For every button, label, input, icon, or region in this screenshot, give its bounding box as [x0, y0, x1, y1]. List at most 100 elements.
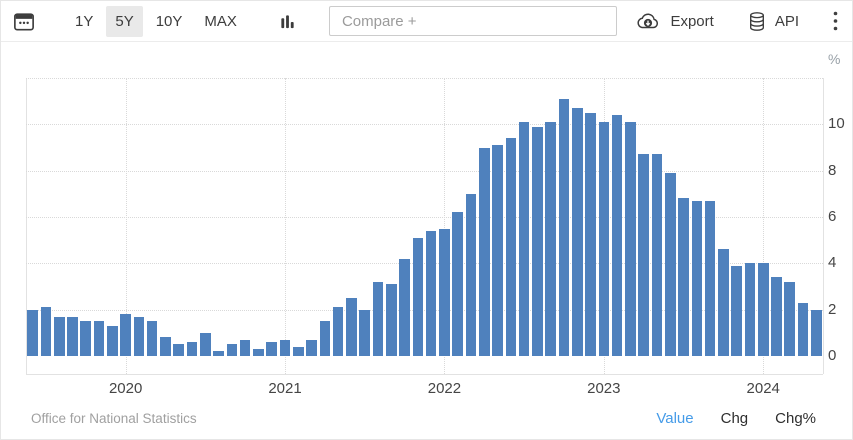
- bar[interactable]: [704, 200, 716, 356]
- chart-type-button[interactable]: [279, 13, 296, 30]
- footer: Office for National Statistics Value Chg…: [1, 398, 852, 439]
- bar[interactable]: [385, 284, 397, 356]
- y-gridline: [26, 309, 823, 311]
- bar[interactable]: [545, 122, 556, 356]
- range-1y-button[interactable]: 1Y: [66, 6, 102, 37]
- calendar-icon: [13, 11, 35, 32]
- x-axis-year-label: 2024: [746, 380, 780, 397]
- y-gridline: [26, 263, 823, 265]
- bar[interactable]: [651, 154, 663, 356]
- bar[interactable]: [239, 339, 251, 356]
- range-max-button[interactable]: MAX: [195, 6, 246, 37]
- bar[interactable]: [744, 263, 756, 356]
- bar[interactable]: [797, 302, 809, 356]
- bar[interactable]: [691, 200, 703, 356]
- value-tab[interactable]: Value: [656, 410, 694, 427]
- bar[interactable]: [571, 108, 583, 356]
- x-gridline: [763, 78, 765, 374]
- bar[interactable]: [585, 112, 596, 356]
- bar[interactable]: [784, 281, 796, 356]
- footer-tabs: Value Chg Chg%: [656, 410, 816, 427]
- bar[interactable]: [93, 321, 105, 356]
- bar[interactable]: [492, 145, 503, 356]
- plot-border-bottom: [26, 374, 823, 375]
- bar[interactable]: [625, 122, 636, 356]
- bar[interactable]: [40, 307, 52, 356]
- x-axis-year-label: 2020: [108, 380, 143, 397]
- bar[interactable]: [266, 342, 278, 356]
- bar[interactable]: [678, 198, 689, 356]
- bar[interactable]: [160, 337, 171, 356]
- bar[interactable]: [811, 309, 822, 356]
- bar[interactable]: [771, 277, 782, 356]
- chgpct-tab[interactable]: Chg%: [775, 410, 816, 427]
- bar[interactable]: [718, 249, 729, 356]
- y-gridline: [26, 170, 823, 172]
- toolbar: 1Y 5Y 10Y MAX: [1, 1, 852, 42]
- bar[interactable]: [133, 316, 145, 356]
- bar[interactable]: [53, 316, 65, 356]
- x-gridline: [125, 78, 127, 374]
- bar[interactable]: [452, 212, 463, 356]
- bar[interactable]: [399, 258, 410, 356]
- api-button[interactable]: API: [748, 11, 799, 32]
- bar[interactable]: [293, 346, 304, 356]
- bar[interactable]: [478, 147, 490, 356]
- y-axis-tick-label: 8: [828, 161, 837, 179]
- y-gridline: [26, 217, 823, 218]
- bar[interactable]: [332, 307, 344, 356]
- calendar-button[interactable]: [13, 11, 35, 32]
- y-gridline: [26, 78, 823, 79]
- database-icon: [748, 11, 766, 32]
- bar[interactable]: [253, 349, 264, 356]
- bar[interactable]: [638, 154, 649, 356]
- bar[interactable]: [439, 228, 450, 356]
- y-axis-tick-label: 2: [828, 300, 837, 318]
- bar[interactable]: [465, 193, 477, 356]
- bar[interactable]: [412, 237, 424, 356]
- bar[interactable]: [611, 115, 623, 356]
- toolbar-right-group: Export API: [635, 11, 838, 32]
- bar[interactable]: [226, 344, 238, 356]
- bar[interactable]: [505, 138, 517, 356]
- bar[interactable]: [27, 309, 38, 356]
- kebab-menu-icon: [833, 11, 838, 31]
- chg-tab[interactable]: Chg: [720, 410, 749, 427]
- bar[interactable]: [213, 351, 224, 356]
- bar[interactable]: [346, 298, 357, 356]
- cloud-download-icon: [635, 12, 661, 31]
- bar[interactable]: [200, 332, 211, 356]
- bar[interactable]: [598, 122, 610, 356]
- bar[interactable]: [359, 309, 371, 356]
- bar[interactable]: [558, 98, 570, 356]
- compare-input[interactable]: [328, 6, 617, 36]
- bar[interactable]: [146, 321, 158, 356]
- export-button[interactable]: Export: [635, 12, 714, 31]
- bar[interactable]: [186, 342, 198, 356]
- bar[interactable]: [80, 321, 92, 356]
- bar[interactable]: [518, 122, 530, 356]
- range-5y-button[interactable]: 5Y: [106, 5, 143, 37]
- bar[interactable]: [107, 325, 118, 356]
- bar[interactable]: [306, 339, 317, 356]
- export-label: Export: [670, 12, 714, 30]
- bar[interactable]: [664, 172, 676, 356]
- bar[interactable]: [319, 321, 331, 356]
- bar-chart-icon: [279, 13, 296, 30]
- source-label: Office for National Statistics: [31, 411, 197, 426]
- bar[interactable]: [372, 281, 384, 356]
- bar[interactable]: [120, 314, 131, 356]
- bar[interactable]: [279, 339, 291, 356]
- plot-area: % 0 2 4 6 8 10 2020 2021 2022 2023 2024: [1, 42, 852, 398]
- y-axis-unit-label: %: [828, 51, 841, 67]
- range-10y-button[interactable]: 10Y: [147, 6, 192, 37]
- bar[interactable]: [173, 344, 185, 356]
- bar[interactable]: [425, 230, 437, 356]
- bar[interactable]: [532, 126, 543, 356]
- bar[interactable]: [731, 265, 742, 356]
- more-menu-button[interactable]: [833, 11, 838, 31]
- api-label: API: [774, 12, 799, 30]
- bar[interactable]: [67, 316, 78, 356]
- bar[interactable]: [757, 263, 769, 356]
